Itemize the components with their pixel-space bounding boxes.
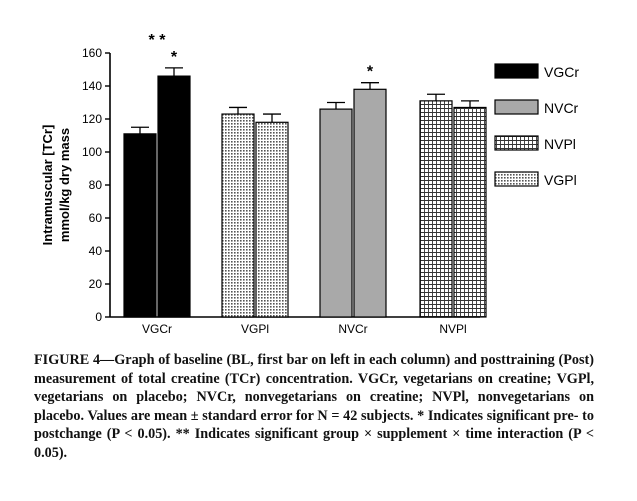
y-axis-label-line: mmol/kg dry mass bbox=[57, 128, 72, 242]
legend-label: NVPl bbox=[544, 136, 576, 152]
legend-swatch bbox=[494, 99, 539, 115]
y-tick-label: 20 bbox=[89, 277, 103, 291]
figure-caption: FIGURE 4—Graph of baseline (BL, first ba… bbox=[34, 352, 594, 461]
legend: VGCr NVCr NVPl VGPl bbox=[494, 63, 579, 188]
y-tick-label: 40 bbox=[89, 244, 103, 258]
legend-label: VGCr bbox=[544, 64, 579, 80]
y-tick-label: 0 bbox=[95, 310, 102, 324]
bars bbox=[123, 67, 487, 318]
bar-vgpl-post bbox=[255, 121, 289, 318]
bar-chart: Intramuscular [TCr] mmol/kg dry mass 0 20 4… bbox=[40, 32, 579, 336]
category-label: VGPl bbox=[241, 322, 269, 336]
y-tick-label: 140 bbox=[82, 79, 102, 93]
y-tick-label: 80 bbox=[89, 178, 103, 192]
bar-vgcr-bl bbox=[123, 133, 157, 318]
category-label: NVCr bbox=[338, 322, 367, 336]
bar-vgpl-bl bbox=[221, 113, 255, 318]
y-tick-label: 160 bbox=[82, 46, 102, 60]
y-axis-ticks: 0 20 40 60 80 100 120 140 160 bbox=[82, 46, 110, 324]
bar-nvpl-bl bbox=[419, 100, 453, 318]
legend-swatch bbox=[494, 63, 539, 79]
legend-label: NVCr bbox=[544, 100, 579, 116]
y-axis-label: Intramuscular [TCr] mmol/kg dry mass bbox=[40, 125, 72, 246]
y-tick-label: 120 bbox=[82, 112, 102, 126]
bar-vgcr-post bbox=[157, 75, 191, 318]
significance-marker: * bbox=[171, 49, 178, 66]
bar-nvpl-post bbox=[453, 106, 487, 318]
y-axis-label-line: Intramuscular [TCr] bbox=[40, 125, 55, 246]
significance-markers: ** ** bbox=[149, 32, 374, 81]
y-tick-label: 100 bbox=[82, 145, 102, 159]
legend-swatch bbox=[494, 171, 539, 187]
y-tick-label: 60 bbox=[89, 211, 103, 225]
category-labels: VGCr VGPl NVCr NVPl bbox=[142, 322, 467, 336]
significance-marker: * bbox=[367, 64, 374, 81]
category-label: NVPl bbox=[439, 322, 466, 336]
bar-nvcr-post bbox=[353, 88, 387, 318]
legend-label: VGPl bbox=[544, 172, 577, 188]
legend-swatch bbox=[494, 135, 539, 151]
bar-nvcr-bl bbox=[319, 108, 353, 318]
significance-marker: * * bbox=[149, 32, 167, 49]
category-label: VGCr bbox=[142, 322, 172, 336]
